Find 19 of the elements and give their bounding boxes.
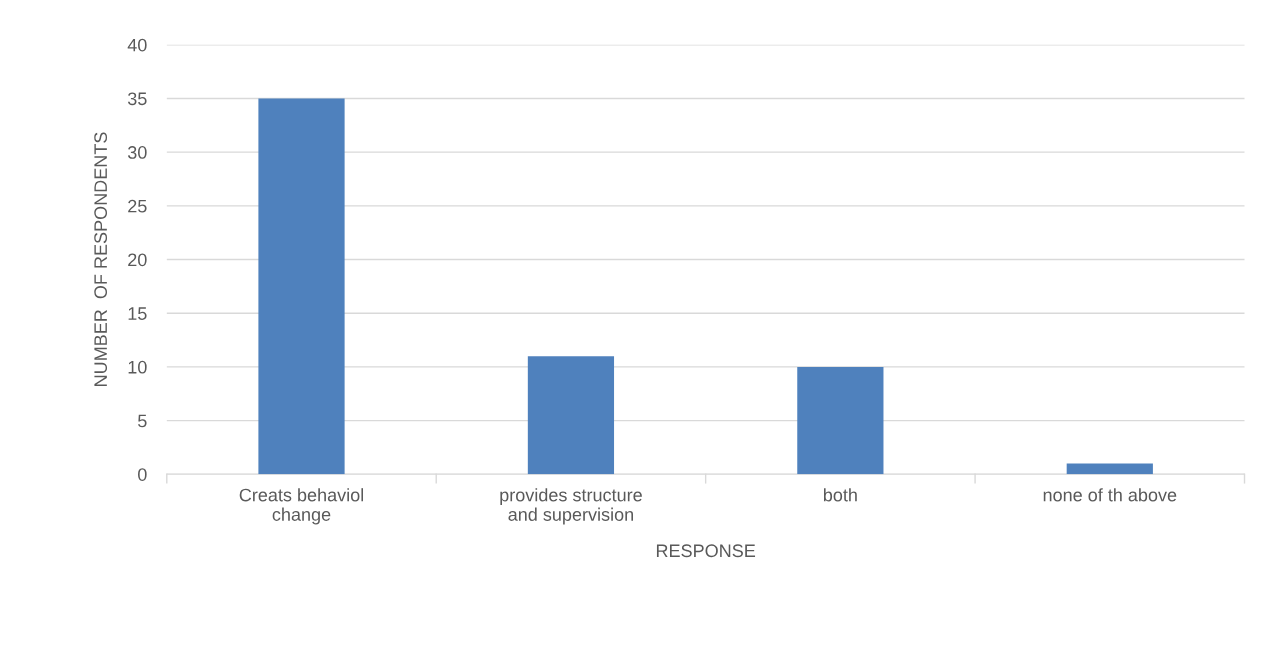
bar: [527, 356, 615, 475]
y-tick-label: 35: [127, 92, 147, 106]
x-tick-label: both: [823, 488, 857, 502]
x-tick-label: none of th above: [1043, 488, 1177, 502]
x-tick-label: provides structure and supervision: [500, 488, 642, 525]
y-tick-label: 20: [128, 253, 147, 267]
y-tick-label: 0: [138, 468, 147, 481]
x-tick-label: Creats behaviol change: [239, 488, 364, 525]
y-axis-title: NUMBER OF RESPONDENTS: [94, 132, 108, 386]
bar: [1066, 463, 1153, 475]
bar: [797, 366, 884, 475]
y-tick-label: 40: [127, 38, 147, 52]
y-tick-label: 25: [128, 199, 147, 213]
bar: [258, 98, 345, 475]
y-tick-label: 15: [128, 307, 147, 320]
y-tick-label: 10: [128, 360, 147, 374]
y-tick-label: 5: [138, 414, 147, 428]
x-axis-title: RESPONSE: [656, 544, 756, 558]
y-tick-label: 30: [127, 146, 147, 159]
